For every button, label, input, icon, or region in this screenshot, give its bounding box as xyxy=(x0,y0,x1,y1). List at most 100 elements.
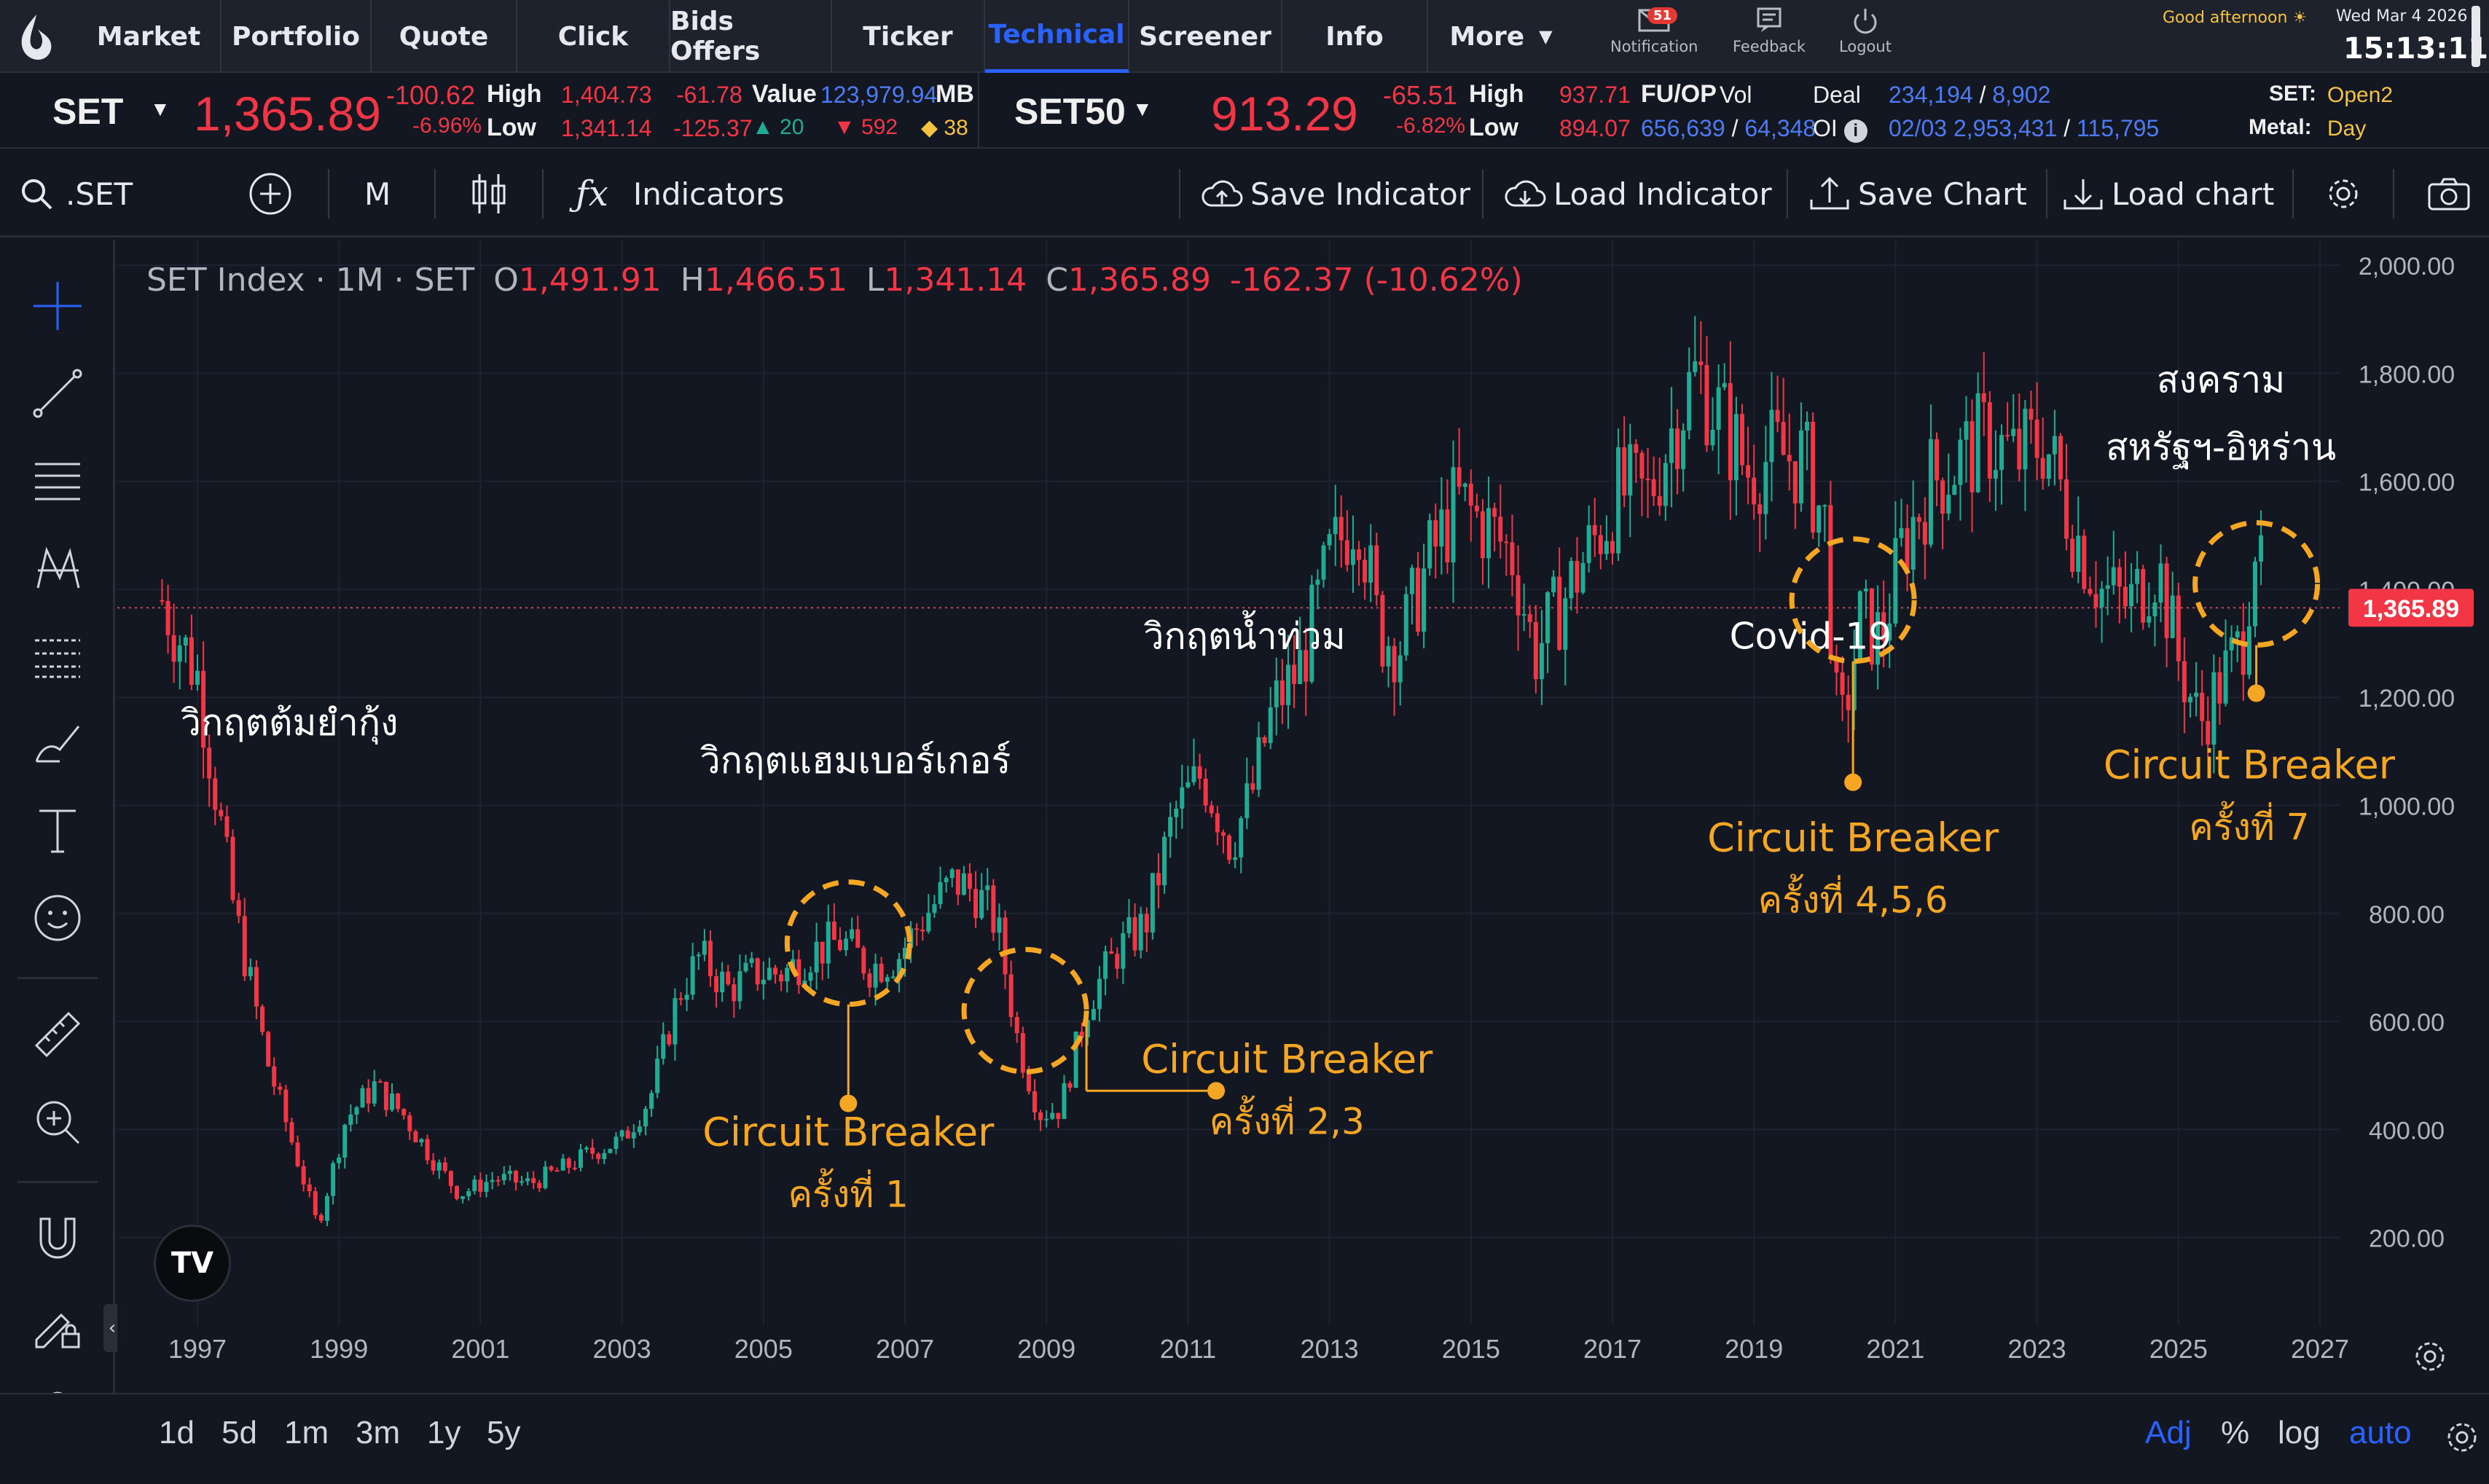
candle-body xyxy=(720,971,725,992)
candle-body xyxy=(1415,568,1420,632)
axis-settings-icon[interactable] xyxy=(2412,1338,2448,1375)
candle-body xyxy=(625,1130,630,1139)
symbol-search[interactable]: .SET xyxy=(19,150,133,237)
settings-button[interactable] xyxy=(2324,150,2362,237)
candle-body xyxy=(1003,917,1008,975)
candle-body xyxy=(2088,589,2093,594)
range-3m[interactable]: 3m xyxy=(356,1415,401,1450)
notification-button[interactable]: Notification 51 xyxy=(1610,6,1698,55)
candle-body xyxy=(667,1034,672,1045)
indicators-button[interactable]: ƒx Indicators xyxy=(576,150,784,237)
screenshot-button[interactable] xyxy=(2426,150,2472,237)
candle-body xyxy=(1392,645,1397,683)
feedback-button[interactable]: Feedback xyxy=(1725,6,1813,55)
nav-click[interactable]: Click xyxy=(517,0,670,73)
range-5y[interactable]: 5y xyxy=(487,1415,521,1450)
tradingview-logo-icon[interactable]: TV xyxy=(154,1225,231,1302)
set-dropdown-icon[interactable]: ▼ xyxy=(150,98,170,120)
save-chart-button[interactable]: Save Chart xyxy=(1808,150,2027,237)
toolbar-divider xyxy=(2046,169,2047,219)
magnet-tool[interactable] xyxy=(25,1206,90,1271)
set50-dropdown-icon[interactable]: ▼ xyxy=(1132,98,1153,120)
percent-toggle[interactable]: % xyxy=(2221,1415,2250,1450)
nav-bids-offers[interactable]: Bids Offers xyxy=(670,0,832,73)
candle-body xyxy=(867,973,872,988)
info-icon[interactable]: i xyxy=(1843,119,1867,143)
candle-body xyxy=(2229,637,2234,651)
prediction-tool[interactable] xyxy=(25,623,90,688)
nav-market[interactable]: Market xyxy=(77,0,222,73)
oi-values: 02/03 2,953,431 / 115,795 xyxy=(1889,115,2160,141)
candle-body xyxy=(2246,626,2251,675)
candle-body xyxy=(1239,818,1244,857)
range-1y[interactable]: 1y xyxy=(427,1415,461,1450)
emoji-tool[interactable] xyxy=(25,885,90,951)
candle-body xyxy=(1675,428,1680,469)
set-high: 1,404.73 xyxy=(561,82,652,108)
candle-body xyxy=(1380,594,1385,667)
load-chart-button[interactable]: Load chart xyxy=(2062,150,2274,237)
compare-button[interactable] xyxy=(248,150,293,237)
candle-body xyxy=(973,889,979,919)
load-indicator-button[interactable]: Load Indicator xyxy=(1504,150,1772,237)
candle-body xyxy=(714,976,719,992)
app-logo-icon[interactable] xyxy=(13,12,60,63)
feedback-label: Feedback xyxy=(1732,38,1806,55)
price-chart[interactable]: 2,000.001,800.001,600.001,400.001,200.00… xyxy=(117,240,2489,1369)
chart-type-button[interactable] xyxy=(469,150,509,237)
range-1d[interactable]: 1d xyxy=(159,1415,195,1450)
circuit-breaker-dot xyxy=(1207,1082,1226,1100)
candle-body xyxy=(401,1109,407,1116)
set-symbol[interactable]: SET xyxy=(52,91,124,132)
candle-body xyxy=(2176,595,2181,661)
nav-screener[interactable]: Screener xyxy=(1129,0,1282,73)
lock-drawing-tool[interactable] xyxy=(25,1293,90,1359)
log-toggle[interactable]: log xyxy=(2278,1415,2321,1450)
logout-button[interactable]: Logout xyxy=(1822,6,1909,55)
nav-technical[interactable]: Technical xyxy=(985,0,1129,73)
nav-quote[interactable]: Quote xyxy=(372,0,517,73)
range-1m[interactable]: 1m xyxy=(284,1415,329,1450)
candle-body xyxy=(1575,560,1580,593)
nav-more[interactable]: More ▼ xyxy=(1428,0,1574,73)
x-tick-label: 2001 xyxy=(451,1334,509,1364)
interval-button[interactable]: M xyxy=(364,176,391,212)
bottom-gear-icon[interactable] xyxy=(2444,1419,2480,1456)
pattern-tool[interactable] xyxy=(25,535,90,601)
candle-body xyxy=(879,963,884,982)
zoom-in-icon xyxy=(36,1101,80,1145)
nav-ticker[interactable]: Ticker xyxy=(832,0,985,73)
save-indicator-button[interactable]: Save Indicator xyxy=(1201,150,1470,237)
auto-toggle[interactable]: auto xyxy=(2349,1415,2412,1450)
sun-icon: ☀ xyxy=(2292,9,2308,27)
candle-body xyxy=(307,1184,312,1192)
adj-toggle[interactable]: Adj xyxy=(2145,1415,2192,1450)
candle-body xyxy=(390,1094,395,1110)
zoom-tool[interactable] xyxy=(25,1089,90,1155)
set-price: 1,365.89 xyxy=(194,87,381,141)
crosshair-tool[interactable] xyxy=(25,273,90,339)
candle-body xyxy=(1279,680,1285,705)
candle-body xyxy=(1586,525,1591,563)
fib-retracement-tool[interactable] xyxy=(25,448,90,514)
symbol-input[interactable]: .SET xyxy=(66,176,133,212)
chart-area[interactable]: 2,000.001,800.001,600.001,400.001,200.00… xyxy=(117,240,2489,1371)
trendline-tool[interactable] xyxy=(25,361,90,426)
set50-symbol[interactable]: SET50 xyxy=(1014,91,1126,132)
candle-body xyxy=(260,1006,265,1032)
candle-body xyxy=(2187,696,2192,702)
measure-tool[interactable] xyxy=(25,1002,90,1067)
candle-body xyxy=(614,1136,619,1150)
range-5d[interactable]: 5d xyxy=(222,1415,257,1450)
brush-tool[interactable] xyxy=(25,710,90,776)
candle-body xyxy=(1622,447,1627,496)
nav-portfolio[interactable]: Portfolio xyxy=(222,0,372,73)
nav-info[interactable]: Info xyxy=(1282,0,1428,73)
window-scrollbar[interactable] xyxy=(2472,6,2480,67)
x-tick-label: 2017 xyxy=(1583,1334,1642,1364)
last-price-label: 1,365.89 xyxy=(2363,595,2459,623)
candle-body xyxy=(2029,409,2034,420)
set-low-label: Low xyxy=(487,114,536,141)
text-tool[interactable] xyxy=(25,798,90,863)
candle-body xyxy=(1109,951,1114,954)
